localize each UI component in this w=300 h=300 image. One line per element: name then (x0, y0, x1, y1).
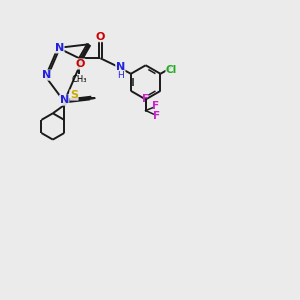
Text: CH₃: CH₃ (71, 75, 87, 84)
Text: H: H (117, 71, 124, 80)
Text: N: N (116, 62, 125, 72)
Text: S: S (70, 90, 78, 100)
Text: N: N (42, 70, 52, 80)
Text: N: N (60, 95, 69, 105)
Text: N: N (55, 43, 64, 53)
Text: Cl: Cl (166, 65, 177, 75)
Text: O: O (75, 59, 85, 69)
Text: F: F (153, 111, 161, 122)
Text: F: F (152, 101, 160, 111)
Text: O: O (96, 32, 105, 42)
Text: F: F (142, 94, 149, 104)
